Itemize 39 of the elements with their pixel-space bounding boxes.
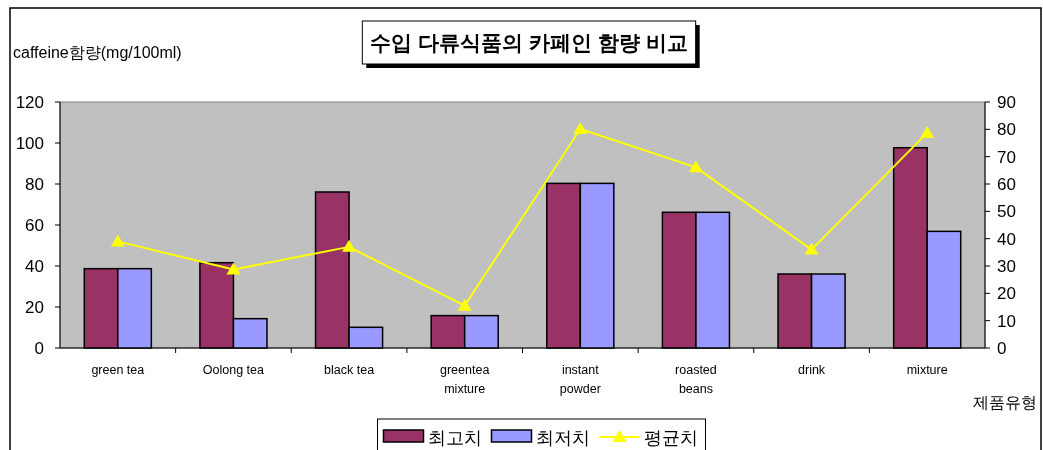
y-tick-label: 60 <box>25 216 44 235</box>
y2-tick-label: 90 <box>997 93 1016 112</box>
y2-tick-label: 80 <box>997 120 1016 140</box>
y2-tick-label: 50 <box>997 202 1016 222</box>
legend-label: 최고치 <box>427 428 482 448</box>
y2-tick-label: 60 <box>997 175 1016 194</box>
x-axis-title: 제품유형 <box>973 394 1037 411</box>
point <box>457 298 472 311</box>
y2-tick-label: 40 <box>997 229 1016 249</box>
x-tick-label: green tea <box>91 363 145 377</box>
point <box>110 234 125 247</box>
point <box>342 239 357 252</box>
point <box>573 122 588 135</box>
x-tick-label: Oolong tea <box>202 363 265 377</box>
x-tick-label: black tea <box>324 363 375 377</box>
x-tick-label: mixture <box>906 363 948 377</box>
x-tick-label: greentea mixture <box>440 363 490 396</box>
y-tick-label: 0 <box>34 339 44 358</box>
y2-tick-label: 10 <box>997 311 1016 331</box>
legend-label: 최저치 <box>535 428 590 448</box>
legend-label: 평균치 <box>643 428 698 448</box>
y-tick-label: 40 <box>25 257 44 276</box>
y-tick-label: 80 <box>25 175 44 194</box>
x-tick-label: instant powder <box>559 363 601 396</box>
y-tick-label: 120 <box>15 93 44 112</box>
y2-tick-label: 30 <box>997 257 1016 276</box>
point <box>688 160 703 173</box>
y2-tick-label: 0 <box>997 339 1007 358</box>
y2-tick-label: 20 <box>997 284 1016 304</box>
x-tick-label: drink <box>798 363 826 377</box>
point <box>804 242 819 255</box>
y-axis-title: caffeine함량(mg/100ml) <box>13 44 182 61</box>
y2-tick-label: 70 <box>997 147 1016 167</box>
chart-title: 수입 다류식품의 카페인 함량 비교 <box>370 31 688 54</box>
point <box>920 125 935 138</box>
y-tick-label: 20 <box>25 298 44 317</box>
y-tick-label: 100 <box>15 134 44 153</box>
point <box>226 262 241 275</box>
x-tick-label: roasted beans <box>675 363 717 396</box>
